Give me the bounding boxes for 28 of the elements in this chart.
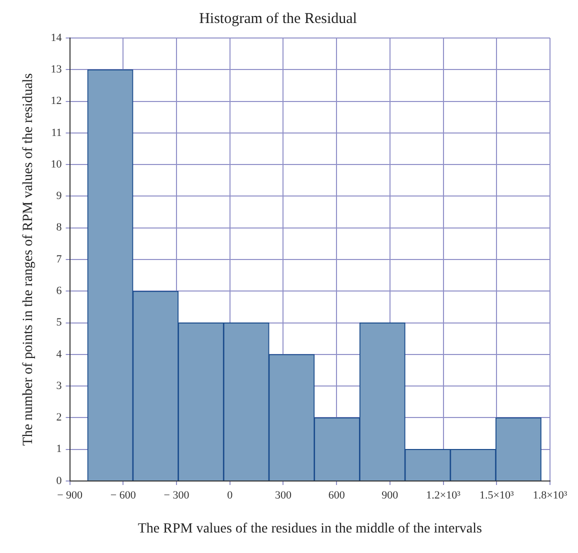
- x-axis-title: The RPM values of the residues in the middle of the intervals: [138, 521, 482, 536]
- y-tick-label: 0: [56, 474, 62, 487]
- y-tick-label: 14: [50, 32, 62, 44]
- y-tick-label: 12: [50, 95, 62, 108]
- x-tick-label: 600: [328, 489, 346, 502]
- y-tick-label: 9: [56, 190, 62, 202]
- x-tick-label: 300: [274, 489, 292, 502]
- x-tick-label: 1.8×10³: [532, 489, 568, 502]
- y-tick-label: 2: [56, 412, 62, 424]
- y-tick-label: 1: [56, 443, 62, 456]
- y-tick-label: 11: [51, 126, 62, 139]
- y-tick-label: 7: [56, 253, 62, 266]
- y-tick-label: 4: [56, 348, 62, 360]
- x-tick-label: − 900: [57, 489, 84, 502]
- x-tick-label: 1.5×10³: [480, 489, 514, 502]
- y-tick-label: 13: [50, 64, 62, 76]
- x-tick-label: 1.2×10³: [426, 489, 462, 502]
- y-axis-title: The number of points in the ranges of RPM values of the residuals: [21, 73, 36, 446]
- x-tick-label: 900: [382, 489, 399, 502]
- chart-title: Histogram of the Residual: [199, 10, 357, 27]
- x-tick-label: 0: [227, 489, 234, 502]
- x-tick-label: − 600: [110, 489, 136, 502]
- y-tick-label: 8: [56, 222, 62, 234]
- x-tick-label: − 300: [164, 489, 190, 502]
- y-tick-label: 3: [56, 380, 62, 392]
- y-tick-label: 5: [56, 316, 62, 329]
- y-tick-label: 10: [50, 158, 62, 170]
- y-tick-label: 6: [56, 285, 62, 298]
